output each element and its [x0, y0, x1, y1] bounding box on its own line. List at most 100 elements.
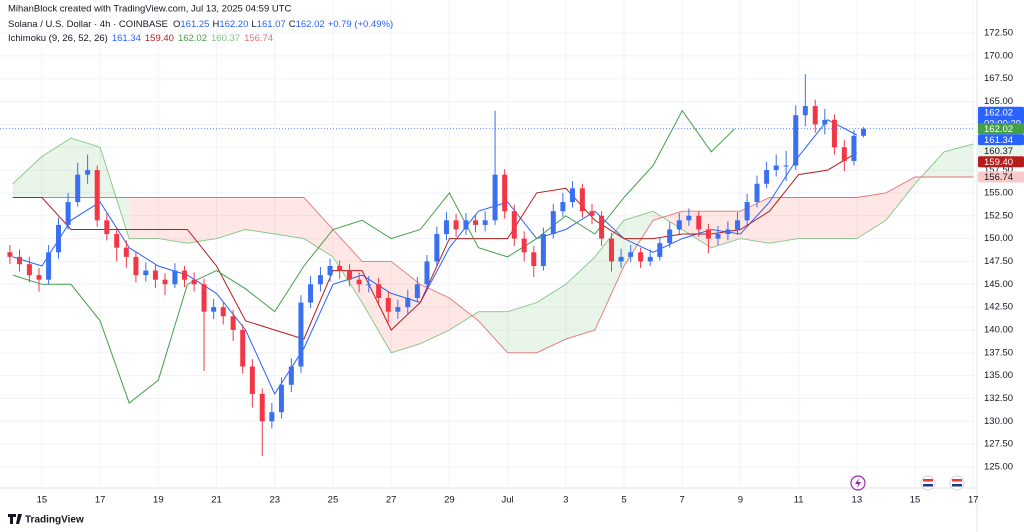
cloud-segment: [187, 197, 217, 244]
y-tick-label: 157.50: [984, 165, 1013, 176]
y-tick-label: 170.00: [984, 50, 1013, 61]
candle-body: [686, 215, 692, 221]
cloud-segment: [303, 197, 333, 257]
candle-body: [861, 128, 867, 136]
candle-body: [395, 307, 401, 312]
candle-body: [550, 211, 556, 235]
flag-stripe: [923, 479, 933, 482]
candle-body: [414, 284, 420, 298]
cloud-segment: [449, 297, 479, 330]
candle-body: [540, 234, 546, 267]
candle-body: [628, 252, 634, 257]
candle-body: [405, 297, 411, 308]
ohlc-label: C: [289, 19, 296, 30]
candle-body: [783, 165, 789, 167]
candle-body: [802, 106, 808, 116]
economic-event-flag[interactable]: [949, 475, 965, 491]
candle-body: [308, 284, 314, 303]
y-tick-label: 150.00: [984, 233, 1013, 244]
candle-body: [754, 183, 760, 203]
change: +0.79 (+0.49%): [328, 19, 394, 30]
indicator-value: 156.74: [244, 33, 273, 44]
candle-body: [463, 220, 469, 230]
candle-body: [453, 220, 459, 230]
cloud-segment: [274, 197, 304, 239]
x-tick-label: 23: [269, 495, 280, 506]
candle-body: [298, 302, 304, 367]
indicator-value: 161.34: [112, 33, 141, 44]
candle-body: [288, 366, 294, 385]
x-tick-label: 29: [444, 495, 455, 506]
cloud-segment: [944, 143, 974, 178]
candle-body: [502, 174, 508, 212]
flag-stripe: [923, 484, 933, 487]
x-tick-label: 19: [153, 495, 164, 506]
cloud-segment: [827, 197, 857, 239]
flag-stripe: [952, 479, 962, 482]
candle-body: [473, 220, 479, 225]
candle-body: [36, 275, 42, 280]
candle-body: [579, 188, 585, 212]
brand-logo: [8, 514, 22, 524]
price-marker-label: 161.34: [984, 135, 1013, 146]
candle-body: [482, 220, 488, 225]
x-tick-label: 17: [968, 495, 979, 506]
candle-body: [521, 238, 527, 253]
candle-body: [705, 229, 711, 239]
event-icon-glyph: [855, 478, 861, 488]
ohlc-label: O: [173, 19, 180, 30]
y-tick-label: 140.00: [984, 324, 1013, 335]
candle-body: [676, 220, 682, 230]
candle-body: [269, 412, 275, 422]
brand: TradingView: [25, 515, 84, 526]
x-tick-label: 25: [328, 495, 339, 506]
candle-body: [327, 266, 333, 276]
x-tick-label: 21: [211, 495, 222, 506]
indicator-value: 160.37: [211, 33, 240, 44]
ohlc-value: 162.02: [296, 19, 325, 30]
y-tick-label: 130.00: [984, 416, 1013, 427]
candle-body: [347, 270, 353, 280]
x-tick-label: 7: [680, 495, 685, 506]
candle-body: [17, 256, 22, 265]
symbol-legend: Solana / U.S. Dollar · 4h · COINBASE O161…: [8, 19, 393, 30]
y-tick-label: 167.50: [984, 73, 1013, 84]
x-tick-label: 3: [563, 495, 568, 506]
candle-body: [851, 135, 857, 161]
candle-body: [589, 211, 595, 216]
candle-body: [773, 165, 779, 171]
candle-body: [657, 243, 663, 257]
y-tick-label: 145.00: [984, 279, 1013, 290]
cloud-segment: [885, 177, 916, 221]
plot-area: [0, 0, 975, 487]
x-tick-label: 27: [386, 495, 397, 506]
candle-body: [667, 229, 673, 244]
candle-body: [511, 211, 517, 239]
flag-stripe: [952, 484, 962, 487]
y-tick-label: 147.50: [984, 256, 1013, 267]
candle-body: [376, 284, 382, 298]
price-marker-label: 159.40: [984, 157, 1013, 168]
price-marker-label: 156.74: [984, 172, 1013, 183]
candle-body: [143, 270, 149, 276]
candle-body: [278, 384, 284, 413]
candle-body: [725, 229, 731, 235]
candle-body: [65, 202, 71, 225]
candle-body: [385, 297, 391, 312]
x-tick-label: 15: [910, 495, 921, 506]
candle-body: [531, 252, 537, 267]
span-b-line: [12, 176, 974, 354]
candle-body: [133, 256, 139, 276]
candle-body: [831, 119, 837, 148]
economic-event-flag[interactable]: [920, 475, 936, 491]
candle-body: [696, 215, 702, 230]
y-tick-label: 132.50: [984, 393, 1013, 404]
ohlc-label: L: [251, 19, 256, 30]
cloud-segment: [507, 302, 537, 353]
ichimoku-line: [12, 152, 858, 340]
candle-body: [443, 220, 449, 235]
cloud-segment: [420, 284, 450, 344]
price-marker: [978, 171, 1024, 183]
